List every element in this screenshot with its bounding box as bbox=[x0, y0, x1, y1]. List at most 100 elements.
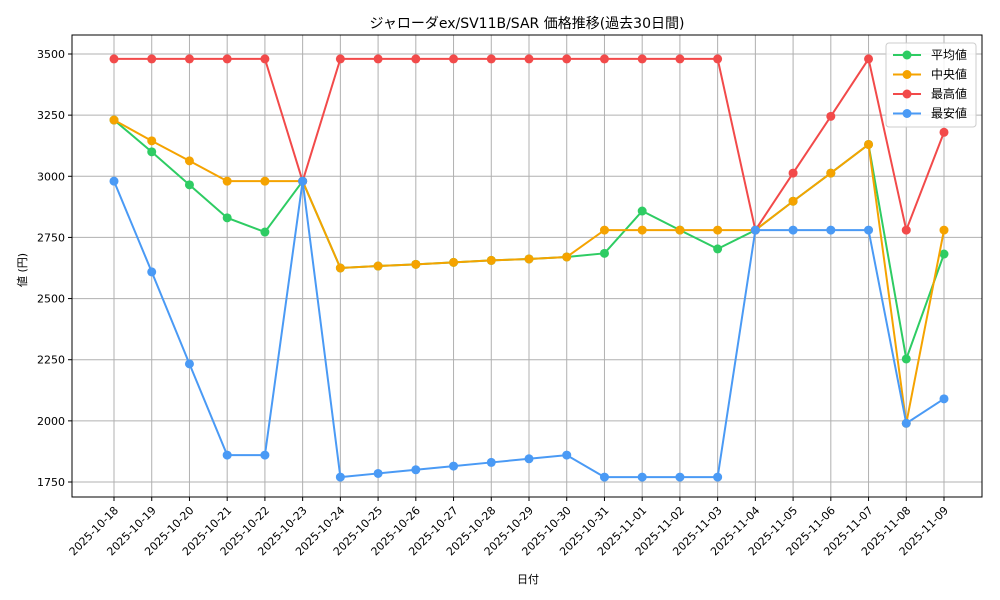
data-point bbox=[826, 111, 836, 121]
data-point bbox=[486, 255, 496, 265]
data-point bbox=[826, 168, 836, 178]
data-point bbox=[184, 359, 194, 369]
data-point bbox=[637, 472, 647, 482]
data-point bbox=[675, 225, 685, 235]
data-point bbox=[637, 225, 647, 235]
data-point bbox=[864, 139, 874, 149]
legend-label: 最高値 bbox=[931, 86, 967, 101]
x-axis-label: 日付 bbox=[517, 573, 539, 586]
data-point bbox=[788, 196, 798, 206]
data-point bbox=[260, 450, 270, 460]
y-tick-label: 3250 bbox=[37, 109, 65, 122]
data-point bbox=[449, 461, 459, 471]
data-series bbox=[109, 54, 949, 482]
data-point bbox=[184, 156, 194, 166]
data-point bbox=[864, 54, 874, 64]
data-point bbox=[373, 261, 383, 271]
y-tick-label: 2500 bbox=[37, 293, 65, 306]
data-point bbox=[373, 54, 383, 64]
data-point bbox=[298, 176, 308, 186]
legend-swatch-marker bbox=[902, 89, 912, 99]
legend-label: 中央値 bbox=[931, 67, 967, 82]
data-point bbox=[599, 54, 609, 64]
data-point bbox=[147, 147, 157, 157]
data-point bbox=[109, 115, 119, 125]
data-point bbox=[562, 450, 572, 460]
data-point bbox=[901, 354, 911, 364]
data-point bbox=[184, 180, 194, 190]
data-point bbox=[184, 54, 194, 64]
plot-frame bbox=[71, 34, 983, 498]
legend-swatch-marker bbox=[902, 70, 912, 79]
data-point bbox=[788, 225, 798, 235]
chart-title: ジャローダex/SV11B/SAR 価格推移(過去30日間) bbox=[370, 16, 685, 32]
data-point bbox=[524, 254, 534, 264]
data-point bbox=[713, 244, 723, 254]
data-point bbox=[260, 227, 270, 237]
legend-label: 最安値 bbox=[931, 106, 967, 121]
data-point bbox=[826, 225, 836, 235]
data-point bbox=[599, 472, 609, 482]
y-tick-label: 3000 bbox=[37, 170, 65, 183]
data-point bbox=[147, 267, 157, 277]
data-point bbox=[750, 225, 760, 235]
data-point bbox=[901, 225, 911, 235]
data-point bbox=[373, 468, 383, 478]
data-point bbox=[939, 225, 949, 235]
y-tick-label: 2000 bbox=[37, 415, 65, 428]
data-point bbox=[449, 257, 459, 267]
data-point bbox=[939, 394, 949, 404]
data-point bbox=[599, 225, 609, 235]
data-point bbox=[713, 472, 723, 482]
data-point bbox=[939, 127, 949, 137]
data-point bbox=[486, 457, 496, 467]
data-point bbox=[788, 168, 798, 178]
legend-label: 平均値 bbox=[931, 47, 967, 62]
data-point bbox=[222, 213, 232, 223]
data-point bbox=[637, 206, 647, 216]
y-axis-label: 値 (円) bbox=[16, 253, 29, 287]
data-point bbox=[411, 465, 421, 475]
data-point bbox=[901, 418, 911, 428]
y-tick-label: 1750 bbox=[37, 476, 65, 489]
legend-swatch-marker bbox=[902, 50, 912, 60]
data-point bbox=[939, 249, 949, 259]
legend-box bbox=[885, 42, 977, 128]
data-point bbox=[147, 136, 157, 146]
data-point bbox=[411, 259, 421, 269]
data-point bbox=[864, 225, 874, 235]
series-3 bbox=[109, 176, 949, 482]
data-point bbox=[524, 54, 534, 64]
data-point bbox=[222, 54, 232, 64]
data-point bbox=[222, 450, 232, 460]
data-point bbox=[713, 54, 723, 64]
data-point bbox=[147, 54, 157, 64]
data-point bbox=[675, 472, 685, 482]
series-1 bbox=[109, 115, 949, 428]
data-point bbox=[486, 54, 496, 64]
data-point bbox=[637, 54, 647, 64]
data-point bbox=[524, 454, 534, 464]
data-point bbox=[260, 176, 270, 186]
data-point bbox=[675, 54, 685, 64]
legend-swatch-marker bbox=[902, 109, 912, 118]
data-point bbox=[335, 54, 345, 64]
data-point bbox=[109, 176, 119, 186]
data-point bbox=[335, 472, 345, 482]
data-point bbox=[260, 54, 270, 64]
y-axis: 1750 2000 2250 2500 2750 3000 3250 3500 bbox=[37, 48, 72, 489]
data-point bbox=[599, 248, 609, 258]
data-point bbox=[449, 54, 459, 64]
data-point bbox=[335, 263, 345, 273]
y-tick-label: 3500 bbox=[37, 48, 65, 61]
data-point bbox=[109, 54, 119, 64]
y-tick-label: 2750 bbox=[37, 231, 65, 244]
data-point bbox=[222, 176, 232, 186]
data-point bbox=[562, 54, 572, 64]
y-tick-label: 2250 bbox=[37, 354, 65, 367]
grid-lines bbox=[72, 35, 982, 497]
data-point bbox=[411, 54, 421, 64]
data-point bbox=[713, 225, 723, 235]
